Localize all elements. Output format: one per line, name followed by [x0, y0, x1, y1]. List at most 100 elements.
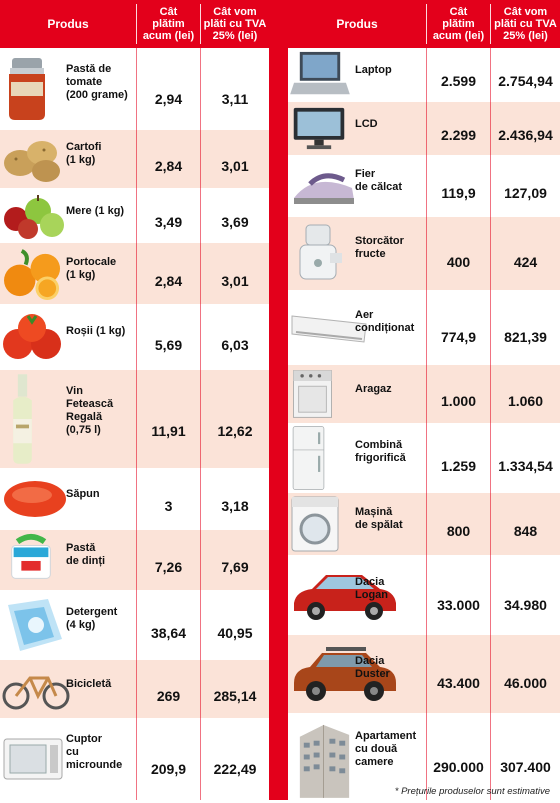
product-name: Portocale (1 kg): [66, 256, 117, 281]
laptop-icon: [290, 50, 350, 105]
product-name: Dacia Logan: [355, 576, 388, 601]
header-product: Produs: [336, 17, 378, 31]
price-with-vat: 1.334,54: [498, 458, 553, 474]
price-now: 38,64: [150, 625, 187, 641]
lcd-tv-icon: [290, 104, 348, 158]
price-with-vat: 40,95: [217, 625, 253, 641]
price-now: 209,9: [150, 761, 187, 777]
header-price-vat: Cât vom plăti cu TVA 25% (lei): [203, 6, 267, 42]
product-name: Combină frigorifică: [355, 439, 406, 464]
left-table-header: Produs Cât plătim acum (lei) Cât vom plă…: [0, 0, 269, 48]
price-with-vat: 3,01: [221, 158, 249, 174]
price-with-vat: 2.436,94: [498, 127, 553, 143]
price-now: 7,26: [154, 559, 183, 575]
price-now: 290.000: [433, 759, 484, 775]
detergent-icon: [2, 595, 66, 660]
price-with-vat: 3,18: [221, 498, 249, 514]
header-price-now: Cât plătim acum (lei): [432, 6, 485, 42]
table-row: Cuptor cu microunde 209,9 222,49: [0, 718, 269, 800]
product-name: LCD: [355, 118, 378, 130]
price-now: 33.000: [437, 597, 480, 613]
car-logan-icon: [290, 565, 400, 630]
table-row: Fier de călcat 119,9 127,09: [288, 155, 560, 217]
juicer-icon: [290, 221, 346, 292]
air-conditioner-icon: [290, 308, 370, 353]
right-table-header: Produs Cât plătim acum (lei) Cât vom plă…: [288, 0, 560, 48]
price-now: 2.299: [440, 127, 477, 143]
price-now: 2,84: [154, 158, 183, 174]
left-price-table: Produs Cât plătim acum (lei) Cât vom plă…: [0, 0, 269, 800]
product-name: Aer condiționat: [355, 309, 415, 334]
price-with-vat: 821,39: [504, 329, 547, 345]
table-row: Cartofi (1 kg) 2,84 3,01: [0, 130, 269, 188]
table-row: Vin Fetească Regală (0,75 l) 11,91 12,62: [0, 370, 269, 468]
product-name: Aragaz: [355, 383, 392, 395]
potatoes-icon: [2, 133, 64, 190]
table-row: Roșii (1 kg) 5,69 6,03: [0, 304, 269, 370]
table-row: Mere (1 kg) 3,49 3,69: [0, 188, 269, 243]
price-with-vat: 34.980: [504, 597, 547, 613]
price-now: 2,84: [154, 273, 183, 289]
price-now: 43.400: [437, 675, 480, 691]
table-row: Detergent (4 kg) 38,64 40,95: [0, 590, 269, 660]
table-row: Bicicletă 269 285,14: [0, 660, 269, 718]
product-name: Bicicletă: [66, 678, 112, 690]
product-name: Mere (1 kg): [66, 205, 125, 217]
apartment-building-icon: [290, 715, 359, 803]
price-with-vat: 7,69: [221, 559, 249, 575]
table-row: Săpun 3 3,18: [0, 468, 269, 530]
price-now: 1.259: [440, 458, 477, 474]
price-with-vat: 46.000: [504, 675, 547, 691]
product-name: Mașină de spălat: [355, 506, 403, 531]
center-divider: [269, 0, 288, 800]
table-row: Dacia Logan 33.000 34.980: [288, 555, 560, 635]
oranges-icon: [2, 245, 65, 307]
gas-stove-icon: [290, 367, 335, 426]
price-with-vat: 3,11: [221, 91, 249, 107]
product-name: Storcător fructe: [355, 235, 404, 260]
price-now: 5,69: [154, 337, 183, 353]
price-with-vat: 307.400: [500, 759, 551, 775]
product-name: Laptop: [355, 64, 392, 76]
price-with-vat: 3,01: [221, 273, 249, 289]
table-row: Pastă de tomate (200 grame) 2,94 3,11: [0, 48, 269, 130]
price-with-vat: 6,03: [221, 337, 249, 353]
apples-icon: [2, 191, 66, 246]
price-now: 3: [164, 498, 173, 514]
product-name: Cartofi (1 kg): [66, 141, 102, 166]
table-row: Apartament cu două camere 290.000 307.400: [288, 713, 560, 800]
fridge-icon: [290, 425, 327, 496]
table-row: Portocale (1 kg) 2,84 3,01: [0, 243, 269, 304]
washing-machine-icon: [290, 495, 340, 558]
price-with-vat: 222,49: [213, 761, 257, 777]
toothpaste-icon: [2, 532, 60, 593]
product-name: Săpun: [66, 488, 100, 500]
header-product: Produs: [47, 17, 89, 31]
price-with-vat: 3,69: [221, 214, 249, 230]
product-name: Pastă de tomate (200 grame): [66, 63, 128, 101]
product-name: Roșii (1 kg): [66, 325, 126, 337]
microwave-icon: [2, 735, 64, 788]
product-name: Detergent (4 kg): [66, 606, 118, 631]
table-row: Mașină de spălat 800 848: [288, 493, 560, 555]
tomatoes-icon: [2, 310, 66, 369]
price-now: 3,49: [154, 214, 183, 230]
wine-bottle-icon: [2, 372, 43, 471]
car-duster-icon: [290, 643, 400, 710]
soap-bar-icon: [2, 477, 68, 526]
product-name: Fier de călcat: [355, 168, 403, 193]
tomato-paste-jar-icon: [2, 56, 52, 127]
price-with-vat: 127,09: [504, 185, 547, 201]
right-price-table: Produs Cât plătim acum (lei) Cât vom plă…: [288, 0, 560, 800]
table-row: LCD 2.299 2.436,94: [288, 102, 560, 155]
price-now: 11,91: [151, 423, 186, 439]
price-now: 2.599: [440, 73, 477, 89]
product-name: Pastă de dinți: [66, 542, 106, 567]
header-price-now: Cât plătim acum (lei): [142, 6, 195, 42]
table-row: Laptop 2.599 2.754,94: [288, 48, 560, 102]
product-name: Apartament cu două camere: [355, 730, 417, 768]
price-now: 774,9: [440, 329, 477, 345]
price-now: 269: [156, 688, 181, 704]
price-now: 1.000: [440, 393, 477, 409]
price-with-vat: 2.754,94: [498, 73, 553, 89]
